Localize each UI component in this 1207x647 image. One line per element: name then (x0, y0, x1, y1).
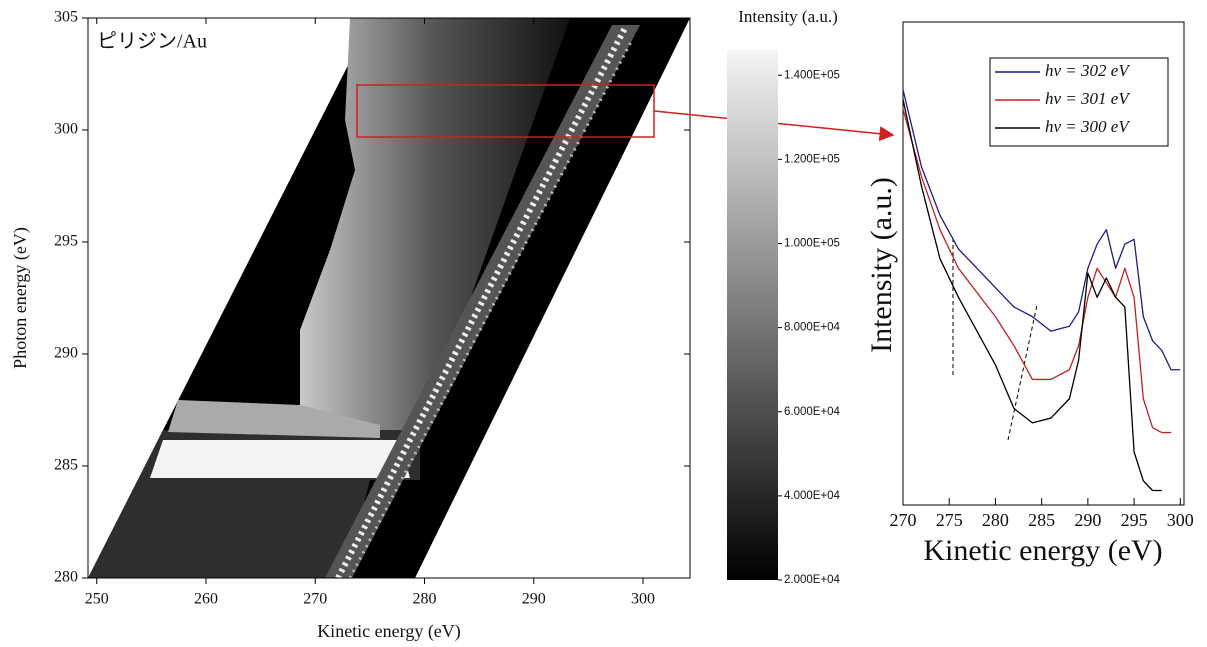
x-tick-label: 300 (631, 591, 655, 608)
y-tick-label: 305 (54, 9, 78, 26)
x-tick-label: 295 (1121, 510, 1148, 530)
legend-label: hν = 302 eV (1045, 61, 1131, 80)
series-line (903, 99, 1162, 490)
colorbar-tick-label: 4.000E+04 (784, 490, 841, 502)
x-tick-label: 275 (936, 510, 963, 530)
x-tick-label: 300 (1167, 510, 1194, 530)
colorbar (727, 50, 778, 580)
annotation: ピリジン/Au (97, 31, 207, 53)
intensity-map (88, 18, 690, 578)
x-tick-label: 280 (413, 591, 437, 608)
x-tick-label: 270 (303, 591, 327, 608)
x-tick-label: 250 (85, 591, 109, 608)
x-axis-label: Kinetic energy (eV) (923, 534, 1162, 567)
y-axis-label: Photon energy (eV) (10, 227, 31, 369)
colorbar-tick-label: 1.000E+05 (784, 238, 840, 250)
x-axis-label: Kinetic energy (eV) (317, 621, 461, 642)
line-plot (903, 22, 1184, 505)
x-tick-label: 270 (890, 510, 917, 530)
y-tick-label: 285 (54, 457, 78, 474)
colorbar-tick-label: 2.000E+04 (784, 574, 841, 586)
colorbar-title: Intensity (a.u.) (738, 7, 838, 26)
y-tick-label: 290 (54, 345, 78, 362)
y-tick-label: 280 (54, 569, 78, 586)
y-axis-label: Intensity (a.u.) (865, 177, 898, 353)
figure: ピリジン/Au Kinetic energy (eV) Photon energ… (0, 0, 1207, 647)
colorbar-tick-label: 1.400E+05 (784, 69, 840, 81)
legend-label: hν = 301 eV (1045, 89, 1131, 108)
colorbar-tick-label: 8.000E+04 (784, 322, 841, 334)
x-tick-label: 285 (1028, 510, 1055, 530)
x-tick-label: 290 (522, 591, 546, 608)
x-tick-label: 280 (982, 510, 1009, 530)
colorbar-tick-label: 6.000E+04 (784, 406, 841, 418)
series-line (903, 109, 1171, 433)
y-tick-label: 300 (54, 121, 78, 138)
legend-label: hν = 300 eV (1045, 117, 1131, 136)
x-tick-label: 290 (1074, 510, 1101, 530)
x-tick-label: 260 (194, 591, 218, 608)
y-tick-label: 295 (54, 233, 78, 250)
colorbar-tick-label: 1.200E+05 (784, 153, 840, 165)
